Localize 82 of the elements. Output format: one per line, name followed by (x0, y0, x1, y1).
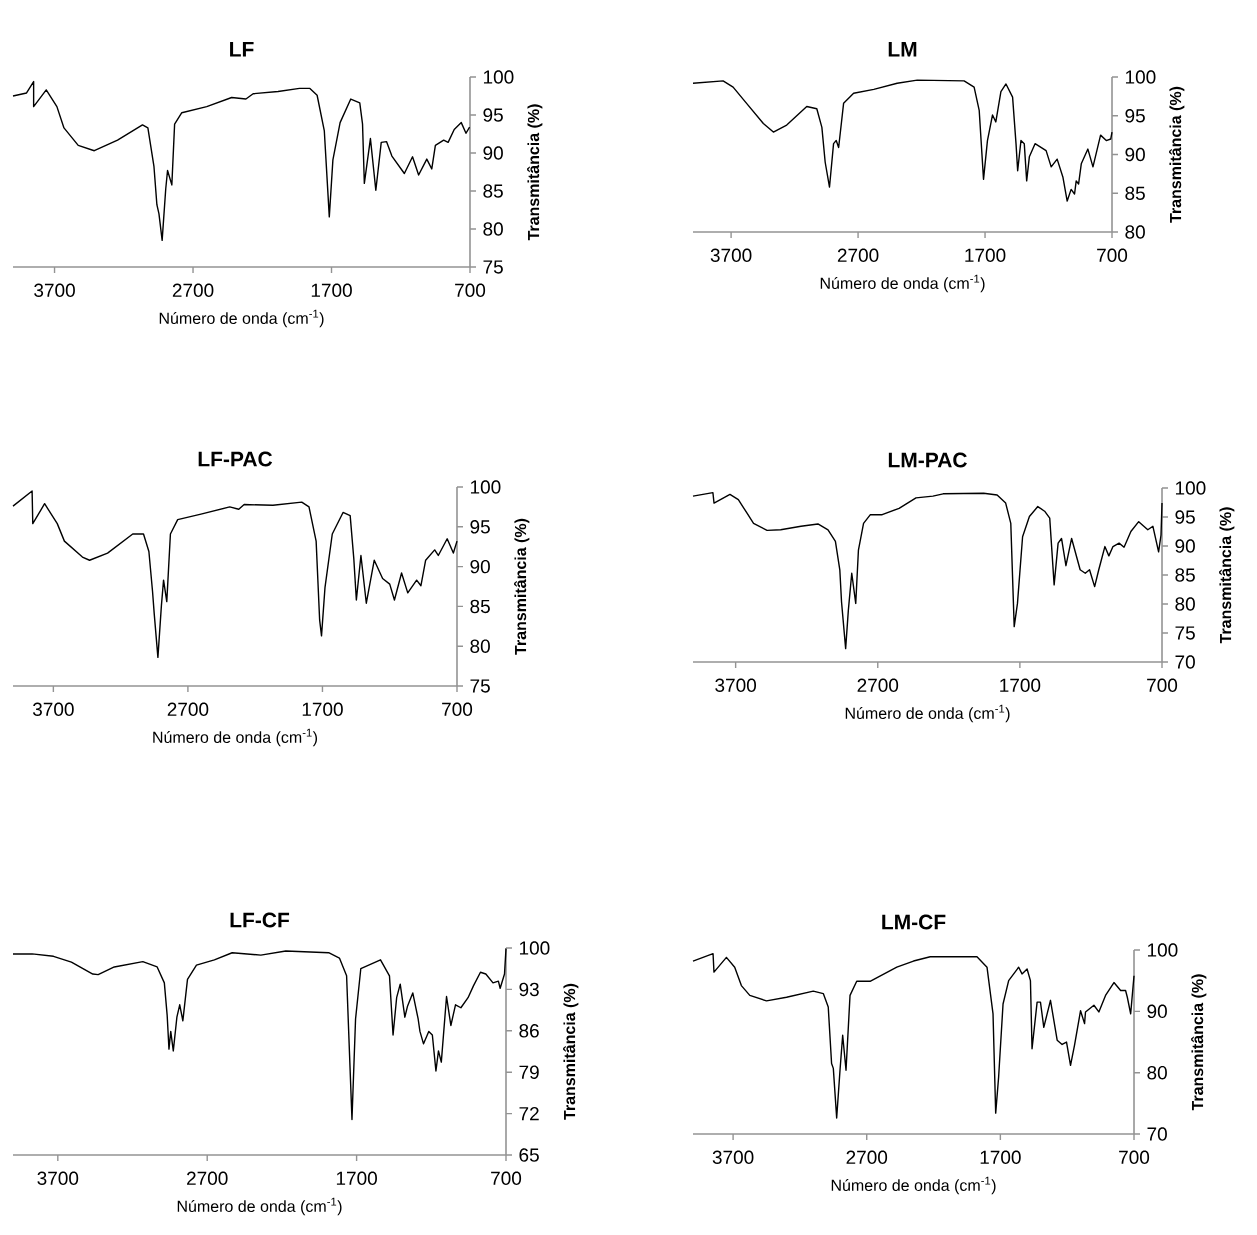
y-tick-label: 65 (519, 1148, 539, 1162)
x-tick-label: 700 (455, 283, 486, 297)
y-axis-title: Transmitância (%) (1219, 507, 1235, 644)
y-tick-label: 95 (1125, 109, 1145, 123)
chart-title: LM-CF (882, 914, 946, 930)
x-axis-title: Número de onda (cm$^{-1}$) (820, 274, 985, 293)
y-tick-label: 70 (1175, 655, 1195, 669)
y-tick-label: 70 (1147, 1127, 1167, 1141)
y-tick-label: 80 (1147, 1065, 1167, 1080)
chart-title: LF (230, 42, 254, 57)
y-tick-label: 90 (1175, 539, 1195, 553)
y-tick-label: 100 (519, 941, 550, 955)
chart-title: LM (888, 42, 917, 57)
x-tick-label: 3700 (32, 702, 74, 716)
line-series (692, 79, 1113, 202)
x-axis-title: Número de onda (cm$^{-1}$) (845, 704, 1010, 723)
y-tick-label: 80 (1125, 225, 1145, 239)
x-tick-label: 1700 (336, 1171, 377, 1185)
y-tick-label: 90 (1147, 1004, 1167, 1019)
y-tick-label: 95 (1175, 510, 1195, 524)
y-tick-label: 90 (470, 559, 490, 574)
x-tick-label: 700 (1119, 1150, 1150, 1164)
y-tick-label: 80 (470, 639, 490, 653)
y-tick-label: 93 (519, 982, 539, 997)
line-series (12, 80, 471, 242)
x-tick-label: 700 (1147, 678, 1178, 692)
x-tick-label: 2700 (172, 283, 214, 297)
x-tick-label: 2700 (187, 1171, 228, 1185)
y-tick-label: 95 (470, 520, 490, 534)
x-tick-label: 1700 (311, 283, 352, 297)
y-tick-label: 100 (483, 70, 514, 84)
y-tick-label: 75 (483, 260, 503, 274)
y-tick-label: 75 (1175, 626, 1195, 640)
chart-title: LF-CF (230, 912, 290, 928)
y-axis-title: Transmitância (%) (514, 518, 530, 655)
x-axis-title: Número de onda (cm$^{-1}$) (153, 728, 318, 747)
x-tick-label: 3700 (715, 678, 757, 692)
x-tick-label: 700 (491, 1171, 522, 1185)
x-tick-label: 2700 (857, 678, 899, 692)
y-tick-label: 95 (483, 108, 503, 122)
x-tick-label: 1700 (980, 1150, 1021, 1164)
y-tick-label: 75 (470, 679, 490, 693)
x-tick-label: 700 (442, 702, 473, 716)
line-series (12, 947, 507, 1121)
y-axis-title: Transmitância (%) (1191, 974, 1207, 1111)
x-tick-label: 700 (1097, 248, 1128, 262)
x-tick-label: 2700 (167, 702, 209, 716)
x-tick-label: 3700 (712, 1150, 754, 1164)
chart-title: LM-PAC (888, 452, 967, 468)
y-axis-title: Transmitância (%) (1169, 86, 1185, 223)
x-axis-title: Número de onda (cm$^{-1}$) (831, 1176, 996, 1195)
x-axis-title: Número de onda (cm$^{-1}$) (159, 309, 324, 328)
y-tick-label: 85 (483, 184, 503, 198)
x-axis-title: Número de onda (cm$^{-1}$) (177, 1197, 342, 1216)
y-tick-label: 79 (519, 1065, 539, 1079)
y-tick-label: 80 (1175, 597, 1195, 611)
x-tick-label: 3700 (34, 283, 75, 297)
x-tick-label: 1700 (965, 248, 1006, 262)
x-tick-label: 1700 (302, 702, 343, 716)
x-tick-label: 3700 (37, 1171, 79, 1185)
chart-title: LF-PAC (198, 451, 273, 467)
y-tick-label: 72 (519, 1106, 539, 1121)
y-tick-label: 85 (1125, 186, 1145, 200)
y-tick-label: 100 (1147, 943, 1178, 957)
line-series (692, 491, 1163, 650)
y-axis-title: Transmitância (%) (563, 983, 579, 1120)
y-tick-label: 80 (483, 222, 503, 236)
y-tick-label: 100 (470, 480, 501, 494)
x-tick-label: 1700 (1000, 678, 1041, 692)
y-tick-label: 90 (483, 146, 503, 160)
y-tick-label: 86 (519, 1024, 539, 1038)
y-tick-label: 85 (1175, 568, 1195, 582)
y-tick-label: 100 (1175, 481, 1206, 495)
x-tick-label: 3700 (710, 248, 752, 262)
y-tick-label: 90 (1125, 147, 1145, 162)
y-tick-label: 85 (470, 599, 490, 614)
x-tick-label: 2700 (846, 1150, 888, 1164)
line-series (12, 490, 458, 659)
line-series (692, 952, 1135, 1119)
y-axis-title: Transmitância (%) (527, 104, 543, 241)
x-tick-label: 2700 (837, 248, 879, 262)
y-tick-label: 100 (1125, 70, 1156, 84)
